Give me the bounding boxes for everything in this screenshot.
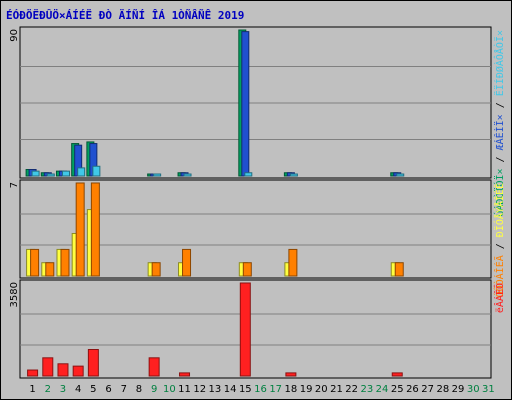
bar-sites-day-5 <box>92 165 101 177</box>
x-label-day-14: 14 <box>224 384 237 395</box>
legend-files: ÆÁÊÌÏ× <box>493 114 506 150</box>
bar-files-day-15 <box>241 31 250 177</box>
x-label-day-18: 18 <box>285 384 298 395</box>
legend-pages: ÓÔÒÁÎÉÃ <box>493 255 506 297</box>
bar-sites-day-18 <box>289 173 298 177</box>
x-label-day-12: 12 <box>193 384 206 395</box>
legend-hits-files-sites: ÚÁÐÒÏÓÏ× / ÆÁÊÌÏ× / ËÏÍÐØÀÔÅÒÏ× <box>493 30 506 217</box>
bar-sites-day-15 <box>244 172 253 177</box>
bar-sites-day-25 <box>396 173 405 177</box>
bar-pages-day-11 <box>182 248 192 277</box>
x-label-day-21: 21 <box>330 384 343 395</box>
bar-kbytes-day-1 <box>27 369 39 377</box>
y-max-label: 3580 <box>9 282 20 307</box>
bar-pages-day-25 <box>394 262 404 277</box>
x-label-day-30: 30 <box>467 384 480 395</box>
bar-sites-day-4 <box>77 167 86 177</box>
bar-kbytes-day-5 <box>87 349 99 377</box>
bar-sites-day-1 <box>31 170 40 177</box>
bar-pages-day-3 <box>60 248 70 277</box>
legend-kbytes: ëÂÁÊÔ <box>493 283 506 313</box>
x-label-day-28: 28 <box>436 384 449 395</box>
x-label-day-17: 17 <box>269 384 282 395</box>
chart-title: ÉÓÐÖËÐÛÖ×ÁÍÉË ÐÒ ÄÍÑÍ ÎÁ 1ÒÑÂÑÊ 2019 <box>6 8 244 22</box>
x-label-day-6: 6 <box>105 384 111 395</box>
x-label-day-4: 4 <box>75 384 81 395</box>
x-label-day-8: 8 <box>136 384 142 395</box>
x-label-day-15: 15 <box>239 384 252 395</box>
x-label-day-23: 23 <box>360 384 373 395</box>
bar-kbytes-day-3 <box>57 363 69 377</box>
legend-visits: ÐÏÓÅÝÅÎÉÊ <box>493 183 506 237</box>
bar-kbytes-day-25 <box>391 372 403 377</box>
legend-sites: ËÏÍÐØÀÔÅÒÏ× <box>493 30 506 96</box>
bar-kbytes-day-15 <box>239 282 251 377</box>
x-label-day-27: 27 <box>421 384 434 395</box>
y-max-label: 7 <box>9 182 20 188</box>
legend-kbytes: ëÂÁÊÔ <box>493 283 506 313</box>
panel-visits-pages: 7 ÓÔÒÁÎÉÃ / ÐÏÓÅÝÅÎÉÊ <box>9 179 506 297</box>
x-label-day-25: 25 <box>391 384 404 395</box>
bar-pages-day-15 <box>242 262 252 277</box>
legend-separator: / <box>495 237 506 255</box>
x-label-day-26: 26 <box>406 384 419 395</box>
legend-separator: / <box>495 150 506 168</box>
panel-kbytes: 3580 ëÂÁÊÔ <box>9 279 506 379</box>
legend-separator: / <box>495 96 506 114</box>
chart-panels: 90 ÚÁÐÒÏÓÏ× / ÆÁÊÌÏ× / ËÏÍÐØÀÔÅÒÏ× 7 ÓÔÒÁÎÉ… <box>9 26 506 379</box>
y-max-label: 90 <box>9 29 20 42</box>
x-label-day-29: 29 <box>452 384 465 395</box>
x-label-day-7: 7 <box>121 384 127 395</box>
bar-sites-day-9 <box>153 173 162 177</box>
x-label-day-2: 2 <box>45 384 51 395</box>
bar-pages-day-5 <box>90 182 100 277</box>
x-label-day-13: 13 <box>209 384 222 395</box>
bar-pages-day-4 <box>75 182 85 277</box>
panel-hits-files-sites: 90 ÚÁÐÒÏÓÏ× / ÆÁÊÌÏ× / ËÏÍÐØÀÔÅÒÏ× <box>9 26 506 217</box>
x-label-day-11: 11 <box>178 384 191 395</box>
x-label-day-5: 5 <box>90 384 96 395</box>
x-label-day-16: 16 <box>254 384 267 395</box>
bar-kbytes-day-9 <box>148 357 160 377</box>
bar-pages-day-2 <box>45 262 55 277</box>
x-label-day-19: 19 <box>300 384 313 395</box>
x-label-day-1: 1 <box>29 384 35 395</box>
bar-kbytes-day-4 <box>72 365 84 377</box>
x-label-day-24: 24 <box>376 384 389 395</box>
x-label-day-9: 9 <box>151 384 157 395</box>
x-label-day-22: 22 <box>345 384 358 395</box>
x-label-day-3: 3 <box>60 384 66 395</box>
x-label-day-10: 10 <box>163 384 176 395</box>
bar-sites-day-2 <box>46 173 55 177</box>
bar-pages-day-1 <box>30 248 40 277</box>
x-label-day-20: 20 <box>315 384 328 395</box>
legend-hits: ÚÁÐÒÏÓÏ× <box>493 168 506 216</box>
bar-kbytes-day-2 <box>42 357 54 377</box>
bar-pages-day-18 <box>288 248 298 277</box>
bar-kbytes-day-18 <box>285 372 297 377</box>
bar-sites-day-11 <box>183 173 192 177</box>
legend-visits-pages: ÓÔÒÁÎÉÃ / ÐÏÓÅÝÅÎÉÊ <box>493 183 506 297</box>
x-label-day-31: 31 <box>482 384 495 395</box>
bar-kbytes-day-11 <box>179 372 191 377</box>
bar-pages-day-9 <box>151 262 161 277</box>
x-axis-labels: 1 2 3 4 5 6 7 8 9 10 11 12 13 14 15 16 17 18 19 20 21 22 23 24 2… <box>29 384 494 395</box>
bar-sites-day-3 <box>61 170 70 177</box>
